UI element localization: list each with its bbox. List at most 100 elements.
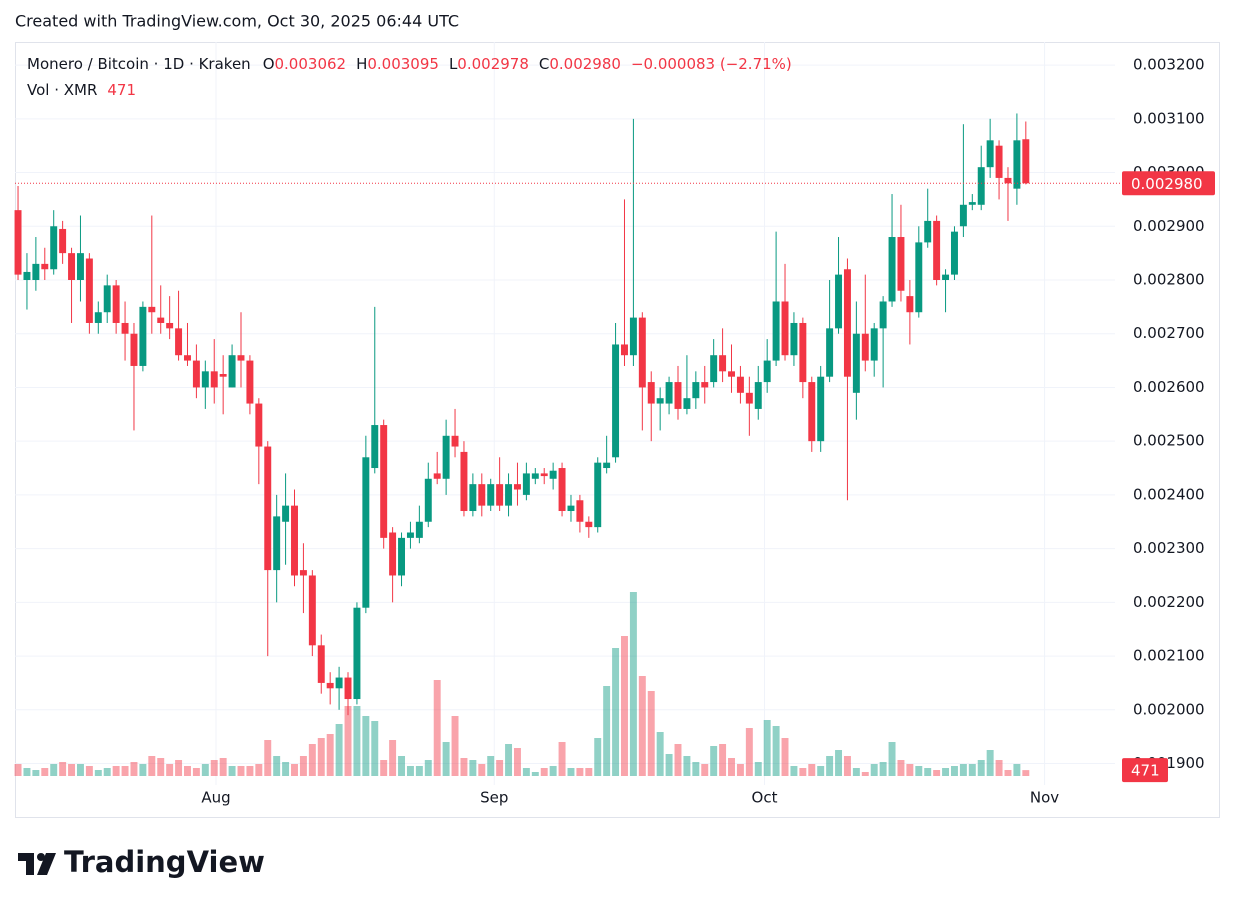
logo: TradingView xyxy=(18,845,265,879)
volume-bar xyxy=(112,766,120,776)
candle-body xyxy=(629,317,637,356)
volume-bar xyxy=(175,760,183,776)
candle-body xyxy=(897,237,905,291)
y-tick-label: 0.002400 xyxy=(1133,485,1205,503)
candle-body xyxy=(210,371,218,388)
volume-bar xyxy=(308,744,316,776)
volume-bar xyxy=(986,750,994,776)
volume-bar xyxy=(148,756,156,776)
candle-body xyxy=(442,435,450,479)
volume-bar xyxy=(817,766,825,776)
candle-body xyxy=(1013,140,1021,189)
volume-bar xyxy=(505,744,513,776)
volume-bar xyxy=(763,720,771,776)
volume-bar xyxy=(852,768,860,776)
volume-bar xyxy=(273,756,281,776)
candle-body xyxy=(968,202,976,205)
volume-bar xyxy=(897,760,905,776)
candle-body xyxy=(781,301,789,356)
candle-body xyxy=(656,398,664,404)
candle-body xyxy=(888,237,896,302)
created-with: Created with TradingView.com, Oct 30, 20… xyxy=(15,12,459,31)
candle-body xyxy=(246,360,254,404)
candle-body xyxy=(692,382,700,399)
y-tick-label: 0.003200 xyxy=(1133,56,1205,74)
volume-bar xyxy=(255,764,263,776)
volume-bar xyxy=(799,768,807,776)
ohlc-letter: L xyxy=(449,55,458,73)
overlay: 0.0019000.0020000.0021000.0022000.002300… xyxy=(15,55,1215,807)
volume-bar xyxy=(353,706,361,776)
candle-body xyxy=(710,355,718,383)
volume-bar xyxy=(701,764,709,776)
candle-body xyxy=(594,462,602,528)
volume-bar xyxy=(942,768,950,776)
volume-bar xyxy=(487,756,495,776)
candle-body xyxy=(933,220,941,280)
candle-body xyxy=(728,371,735,377)
volume-bar xyxy=(23,768,31,776)
candle-body xyxy=(835,274,843,329)
candles xyxy=(14,113,1030,716)
x-tick-label: Oct xyxy=(752,789,778,807)
x-tick-label: Aug xyxy=(201,789,230,807)
volume-bar xyxy=(219,758,227,776)
volume-bar xyxy=(888,742,896,776)
volume-bar xyxy=(977,760,985,776)
volume-bar xyxy=(719,744,727,776)
volume-bar xyxy=(139,764,147,776)
volume-bar xyxy=(674,744,682,776)
volume-bar xyxy=(68,764,76,776)
volume-bar xyxy=(728,758,735,776)
y-tick-label: 0.002700 xyxy=(1133,324,1205,342)
candle-body xyxy=(192,360,200,388)
candle-body xyxy=(139,306,147,366)
candle-body xyxy=(469,484,477,512)
volume-bar xyxy=(291,764,298,776)
volume-bar xyxy=(1013,764,1021,776)
x-tick-label: Sep xyxy=(480,789,508,807)
candle-body xyxy=(130,333,138,366)
volume-bar xyxy=(451,716,459,776)
candle-body xyxy=(175,328,183,356)
legend: Monero / Bitcoin · 1D · Kraken O0.003062 H… xyxy=(27,55,792,73)
candle-body xyxy=(754,382,762,409)
candle-body xyxy=(299,570,307,576)
volume-bar xyxy=(710,746,718,776)
candle-body xyxy=(460,451,468,512)
volume-bar xyxy=(754,762,762,776)
logo-text: TradingView xyxy=(64,845,265,879)
change: −0.000083 (−2.71%) xyxy=(631,55,792,73)
volume-bar xyxy=(469,760,477,776)
volume-bar xyxy=(612,648,620,776)
volume-bar xyxy=(478,764,486,776)
volume-bar xyxy=(835,750,843,776)
volume-bar xyxy=(531,772,539,776)
volume-bar xyxy=(335,724,343,776)
volume-bar xyxy=(603,686,611,776)
volume-bar xyxy=(522,768,530,776)
candle-body xyxy=(977,167,985,205)
candle-body xyxy=(112,285,120,323)
candle-body xyxy=(415,521,423,538)
candle-body xyxy=(585,521,593,528)
candle-body xyxy=(237,355,245,361)
candle-body xyxy=(505,484,513,506)
volume-bar xyxy=(621,636,628,776)
volume-bar xyxy=(968,764,976,776)
volume-bar xyxy=(415,766,423,776)
candle-body xyxy=(513,484,521,490)
candle-body xyxy=(264,446,272,571)
candle-body xyxy=(68,253,76,280)
candle-body xyxy=(567,505,575,512)
candle-body xyxy=(942,274,950,280)
candle-body xyxy=(76,253,84,280)
volume-bar xyxy=(406,766,414,776)
candle-body xyxy=(326,682,334,689)
grid xyxy=(15,42,1115,785)
y-tick-label: 0.002800 xyxy=(1133,270,1205,288)
volume-bar xyxy=(826,756,834,776)
candle-body xyxy=(790,322,798,356)
candle-body xyxy=(870,328,878,361)
candle-body xyxy=(433,473,441,479)
